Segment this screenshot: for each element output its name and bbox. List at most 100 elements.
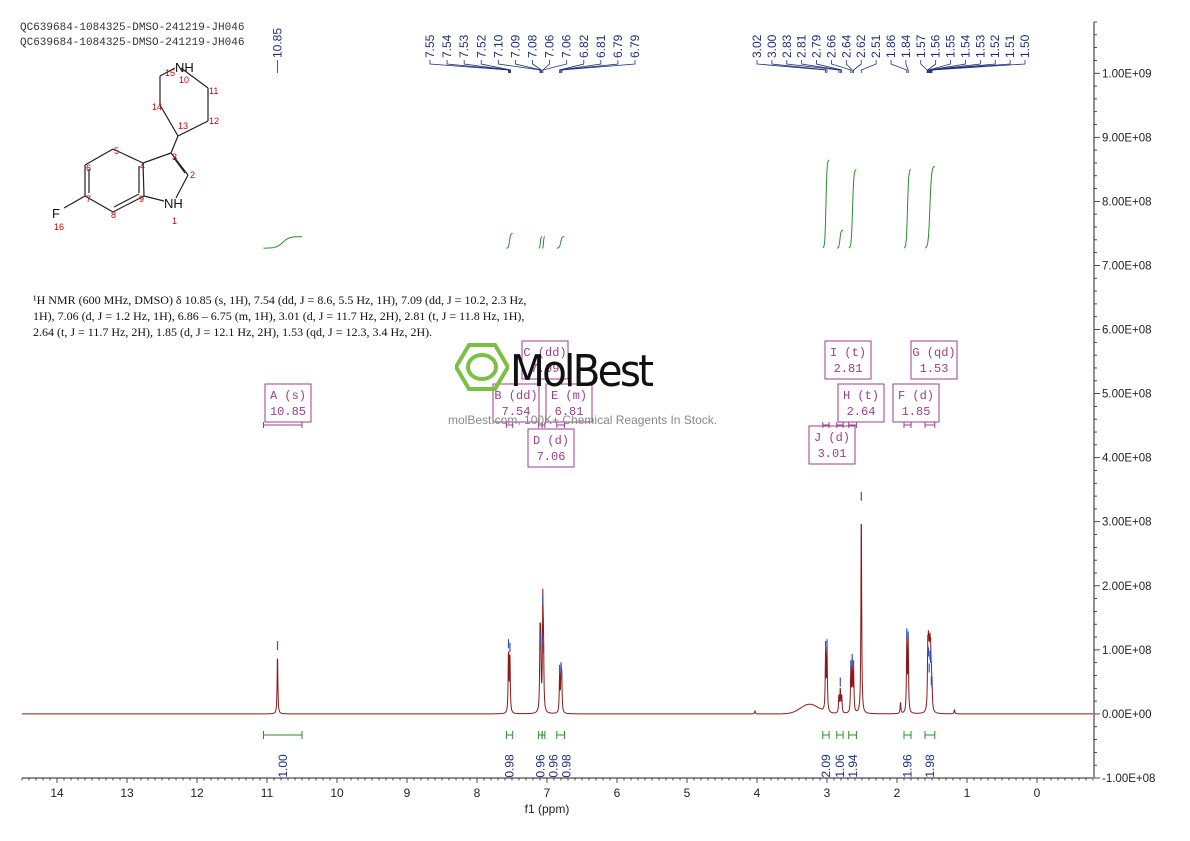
integration-value: 1.00 [276,754,290,778]
integration-value-group: 1.94 [846,754,860,778]
peak-label-group: 1.52 [988,34,1002,58]
description-line-1: ¹H NMR (600 MHz, DMSO) δ 10.85 (s, 1H), … [33,293,527,307]
peak-label: 1.84 [899,34,913,58]
y-tick-label: 8.00E+08 [1102,196,1152,208]
x-tick-label: 3 [824,786,831,800]
x-tick-label: 1 [964,786,971,800]
peak-label-leader [853,60,862,73]
x-tick-label: 11 [261,786,274,800]
peak-label-leader [801,60,841,73]
x-tick-label: 9 [404,786,411,800]
integration-value-group: 0.98 [503,754,517,778]
peak-label-leader [860,60,877,73]
multiplet-shift: 2.64 [847,405,876,419]
integration-value-group: 1.98 [923,754,937,778]
peak-label-group: 1.53 [973,34,987,58]
peak-label: 1.86 [884,34,898,58]
peak-label-leader [532,60,542,73]
peak-label-group: 7.53 [457,34,471,58]
multiplet-shift: 6.81 [555,405,584,419]
atom-num-3: 3 [172,152,177,162]
y-tick-label: 3.00E+08 [1102,517,1152,529]
peak-label-group: 10.85 [271,28,285,58]
peak-label: 3.00 [765,34,779,58]
peak-label-leader [927,60,937,73]
y-tick-label: 5.00E+08 [1102,389,1152,401]
peak-label: 2.66 [824,34,838,58]
peak-label: 7.08 [526,34,540,58]
peak-label-group: 7.06 [543,34,557,58]
integration-value: 0.98 [559,754,573,778]
atom-num-1: 1 [172,216,177,226]
integral-curve-1 [506,232,513,249]
integration-value-group: 1.00 [276,754,290,778]
peak-label-leader [930,60,996,73]
peak-label-group: 1.56 [929,34,943,58]
multiplet-label: H (t) [843,389,879,403]
peak-label: 2.51 [869,34,883,58]
peak-label-leader [429,60,509,73]
multiplet-shift: 10.85 [270,405,306,419]
peak-label: 7.55 [423,34,437,58]
peak-label-leader [905,60,909,73]
peak-label-group: 1.57 [914,34,928,58]
spectrum-line [22,523,1093,715]
peak-label-leader [771,60,828,73]
integration-value-group: 0.98 [559,754,573,778]
multiplet-box-E [545,383,593,423]
peak-label-leader [930,60,1011,73]
peak-label-leader [816,60,843,73]
peak-labels: 10.85 7.55 7.54 7.53 7.52 7.10 7.09 7.08 7.06 7.0… [271,28,1032,73]
atom-f: F [52,206,60,221]
sample-id-line-2: QC639684-1084325-DMSO-241219-JH046 [20,37,245,49]
molbest-logo-icon [455,343,509,391]
atom-num-2: 2 [190,170,195,180]
integration-value: 1.98 [923,754,937,778]
multiplet-box-C [521,340,569,380]
integration-value: 0.98 [503,754,517,778]
peak-label: 7.52 [474,34,488,58]
peak-label-group: 7.52 [474,34,488,58]
molecule-structure: NH NH F 10 1 16 2 3 4 5 6 7 8 9 11 12 13… [48,48,219,238]
y-tick-label: 2.00E+08 [1102,581,1152,593]
peak-label: 1.53 [973,34,987,58]
watermark-tagline: molBest.com, 100K+ Chemical Reagents In … [448,413,718,427]
x-tick-label: 14 [50,786,64,800]
y-tick-label: 0.00E+00 [1102,709,1152,721]
peak-label: 6.82 [577,34,591,58]
peak-label-leader [446,60,510,73]
peak-label-group: 3.00 [765,34,779,58]
integration-value-group: 0.96 [546,754,560,778]
multiplet-shift: 7.09 [531,362,560,376]
integration-value: 2.09 [819,754,833,778]
atom-num-14: 14 [152,102,162,112]
atom-num-4: 4 [140,161,145,171]
atom-num-7: 7 [86,194,91,204]
peak-label: 1.52 [988,34,1002,58]
description-line-3: 2.64 (t, J = 11.7 Hz, 2H), 1.85 (d, J = … [33,325,433,339]
integral-curves [263,159,935,249]
peak-label-leader [756,60,826,73]
peak-label-leader [931,60,1026,73]
peak-label-group: 7.09 [508,34,522,58]
peak-label-group: 2.81 [795,34,809,58]
integral-curve-8 [903,169,912,249]
multiplet-label: J (d) [814,431,850,445]
y-tick-label: 9.00E+08 [1102,132,1152,144]
x-tick-label: 4 [754,786,761,800]
peak-label-leader [786,60,840,73]
atom-num-12: 12 [209,116,219,126]
integral-curve-3 [542,236,545,249]
multiplet-label: E (m) [551,389,587,403]
integral-curve-0 [263,236,303,249]
atom-num-5: 5 [114,146,119,156]
integration-value-group: 2.09 [819,754,833,778]
multiplet-shift: 7.06 [537,450,566,464]
integral-curve-9 [924,165,935,249]
integration-value: 1.96 [901,754,915,778]
peak-label-leader [463,60,511,73]
x-tick-label: 8 [474,786,481,800]
peak-label-group: 2.83 [780,34,794,58]
peak-label-leader [480,60,511,73]
description-line-2: 1H), 7.06 (d, J = 1.2 Hz, 1H), 6.86 – 6.… [33,309,525,323]
